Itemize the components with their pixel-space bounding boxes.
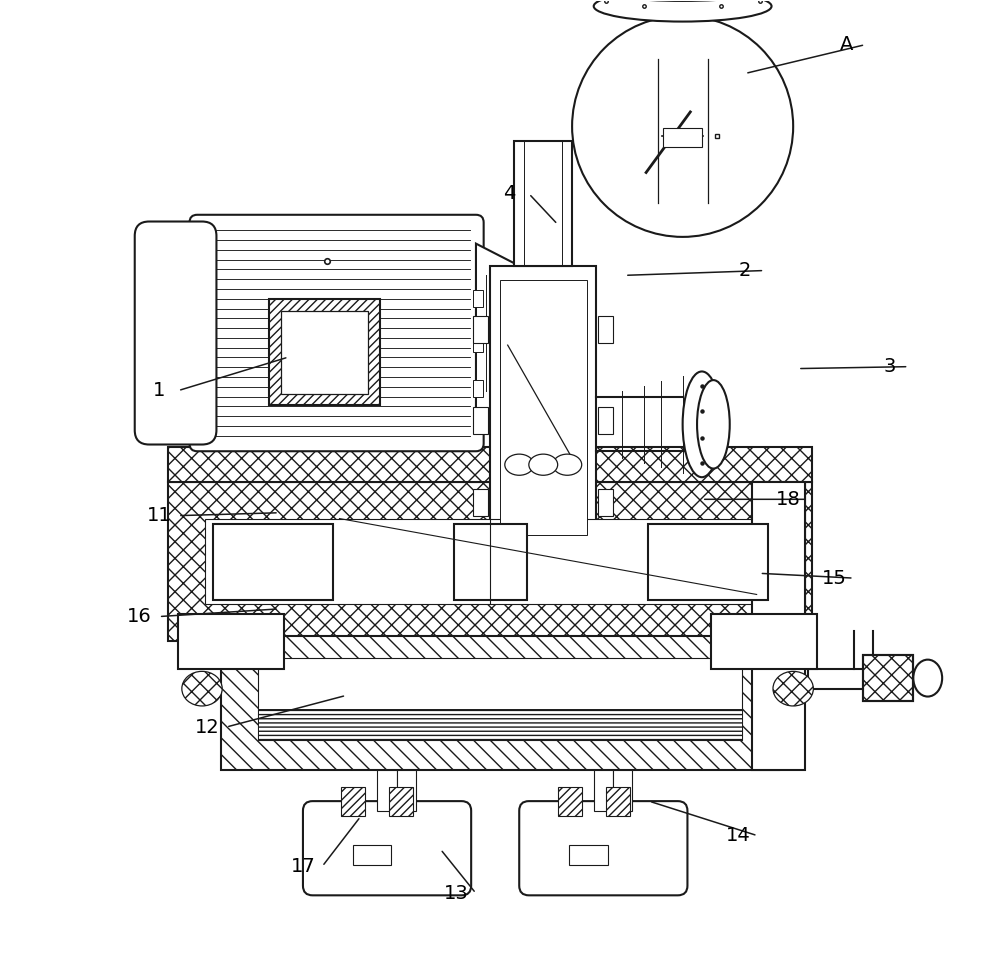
Bar (397, 770, 416, 811)
Bar (473, 489, 488, 516)
Ellipse shape (553, 454, 582, 475)
Ellipse shape (505, 454, 534, 475)
Bar (752, 482, 805, 770)
Text: 3: 3 (883, 357, 895, 376)
Bar (221, 636, 779, 770)
Bar (606, 787, 630, 816)
Bar (281, 311, 368, 393)
Bar (490, 266, 596, 549)
Ellipse shape (529, 454, 558, 475)
Bar (648, 524, 768, 601)
Bar (258, 709, 742, 739)
FancyBboxPatch shape (303, 801, 471, 896)
Polygon shape (476, 244, 553, 422)
Ellipse shape (683, 371, 721, 477)
Text: 14: 14 (726, 826, 751, 845)
Bar (473, 407, 488, 434)
Bar (454, 524, 527, 601)
Bar (473, 290, 483, 308)
Text: 12: 12 (194, 717, 219, 736)
Ellipse shape (182, 671, 222, 706)
Bar (213, 524, 333, 601)
FancyBboxPatch shape (519, 801, 687, 896)
Bar (863, 655, 913, 701)
Bar (598, 489, 613, 516)
Ellipse shape (773, 671, 813, 706)
Bar (598, 407, 613, 434)
Ellipse shape (913, 659, 942, 697)
Bar (168, 447, 812, 482)
Bar (353, 845, 391, 865)
Circle shape (572, 15, 793, 237)
Bar (473, 335, 483, 352)
Bar (377, 770, 397, 811)
Bar (178, 614, 284, 669)
Text: 1: 1 (153, 381, 165, 400)
Ellipse shape (697, 380, 730, 469)
Bar (711, 614, 817, 669)
Bar (752, 482, 805, 641)
Bar (258, 657, 742, 739)
Bar (598, 315, 613, 342)
FancyBboxPatch shape (135, 222, 216, 444)
Text: 4: 4 (503, 184, 516, 203)
Bar (168, 482, 812, 641)
Bar (613, 770, 632, 811)
FancyBboxPatch shape (190, 215, 484, 451)
Bar (473, 380, 483, 397)
Bar (663, 128, 702, 147)
Text: 16: 16 (127, 607, 152, 626)
Text: 2: 2 (739, 261, 751, 280)
Bar (205, 519, 776, 604)
Text: A: A (839, 35, 853, 54)
Text: 18: 18 (776, 490, 801, 509)
Bar (389, 787, 413, 816)
Bar (863, 655, 913, 701)
Bar (558, 787, 582, 816)
Bar (594, 770, 613, 811)
Text: 11: 11 (146, 506, 171, 525)
Bar (500, 281, 587, 535)
Bar (269, 300, 380, 405)
Bar (341, 787, 365, 816)
Text: 17: 17 (291, 857, 315, 876)
Bar (473, 315, 488, 342)
Ellipse shape (594, 0, 772, 21)
Text: 15: 15 (822, 569, 847, 588)
Bar (514, 141, 572, 266)
Text: 13: 13 (444, 884, 469, 903)
Bar (569, 845, 608, 865)
